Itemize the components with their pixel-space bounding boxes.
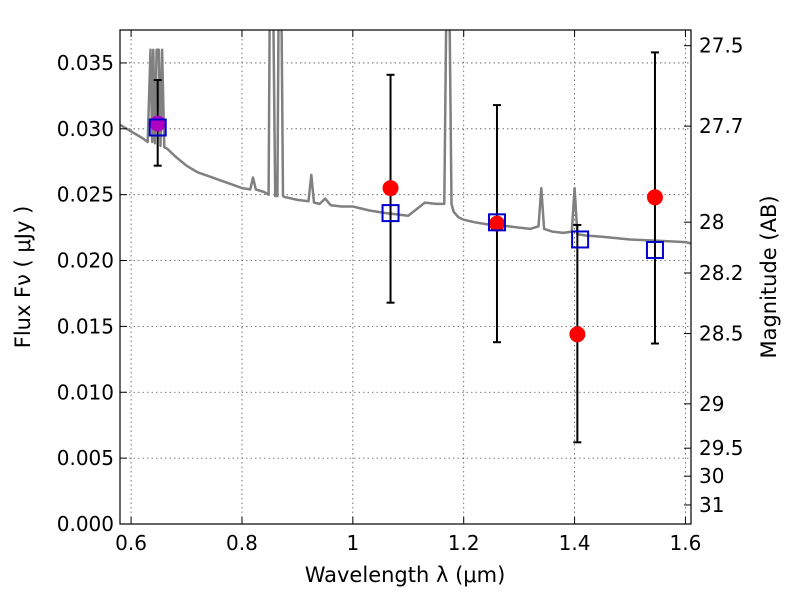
x-tick-label: 1.2 bbox=[448, 531, 480, 555]
magnitude-tick-label: 28.2 bbox=[699, 261, 744, 285]
model-spectrum-line bbox=[120, 30, 691, 245]
observed-point bbox=[149, 115, 166, 132]
model-photometry-square bbox=[487, 213, 506, 232]
y-tick-label: 0.025 bbox=[57, 183, 114, 207]
y-tick-label: 0.020 bbox=[57, 249, 114, 273]
magnitude-axis-ticks: 27.5 27.7 28 28.2 28.5 29 29.5 30 31 bbox=[684, 34, 744, 517]
magnitude-tick-label: 31 bbox=[699, 493, 724, 517]
magnitude-tick-label: 27.5 bbox=[699, 34, 744, 58]
model-photometry-square bbox=[148, 118, 167, 137]
magnitude-tick-label: 27.7 bbox=[699, 114, 744, 138]
y-tick-label: 0.010 bbox=[57, 380, 114, 404]
y-tick-label: 0.000 bbox=[57, 512, 114, 536]
magnitude-tick-label: 28 bbox=[699, 210, 724, 234]
y-tick-label: 0.005 bbox=[57, 446, 114, 470]
y-axis-label: Flux Fν ( μJy ) bbox=[11, 206, 35, 349]
observed-point bbox=[646, 189, 663, 206]
model-photometry-square bbox=[571, 230, 590, 249]
x-tick-label: 1.4 bbox=[559, 531, 591, 555]
y-tick-label: 0.035 bbox=[57, 51, 114, 75]
observed-point bbox=[569, 326, 586, 343]
magnitude-axis-label: Magnitude (AB) bbox=[757, 195, 781, 358]
magnitude-tick-label: 28.5 bbox=[699, 322, 744, 346]
y-tick-label: 0.030 bbox=[57, 117, 114, 141]
observed-point bbox=[382, 180, 399, 197]
magnitude-tick-label: 30 bbox=[699, 464, 724, 488]
model-photometry-squares bbox=[148, 118, 664, 259]
y-axis-ticks: 0.000 0.005 0.010 0.015 0.020 0.025 0.030 0.035 bbox=[57, 51, 127, 536]
plot-area bbox=[120, 30, 691, 524]
y-tick-label: 0.015 bbox=[57, 314, 114, 338]
model-photometry-square bbox=[645, 240, 664, 259]
x-tick-label: 1 bbox=[346, 531, 359, 555]
model-photometry-square bbox=[381, 204, 400, 223]
x-axis-label: Wavelength λ (μm) bbox=[305, 563, 506, 587]
x-tick-label: 0.8 bbox=[226, 531, 258, 555]
magnitude-tick-label: 29 bbox=[699, 392, 724, 416]
x-tick-label: 1.6 bbox=[670, 531, 702, 555]
x-axis-ticks: 0.6 0.8 1 1.2 1.4 1.6 bbox=[115, 30, 701, 555]
observed-point bbox=[488, 215, 505, 232]
plot-frame bbox=[119, 29, 692, 525]
x-tick-label: 0.6 bbox=[115, 531, 147, 555]
magnitude-tick-label: 29.5 bbox=[699, 436, 744, 460]
